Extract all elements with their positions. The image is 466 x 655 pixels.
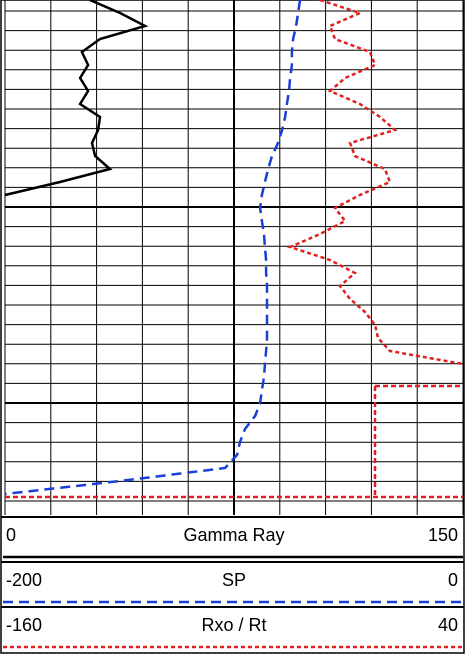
step-trace <box>5 384 463 499</box>
legend-name: SP <box>222 570 246 590</box>
scale-max: 150 <box>428 525 458 545</box>
scale-min: -160 <box>6 615 42 635</box>
log-curve <box>4 0 149 197</box>
scale-min: 0 <box>6 525 16 545</box>
scale-max: 40 <box>438 615 458 635</box>
legend: 0 Gamma Ray 150 -200 SP 0 -160 Rxo / Rt 40 <box>1 516 464 649</box>
log-curve <box>286 0 464 366</box>
scale-max: 0 <box>448 570 458 590</box>
legend-name: Gamma Ray <box>183 525 284 545</box>
log-curve <box>4 0 302 496</box>
scale-min: -200 <box>6 570 42 590</box>
curves <box>4 0 464 496</box>
legend-name: Rxo / Rt <box>201 615 266 635</box>
